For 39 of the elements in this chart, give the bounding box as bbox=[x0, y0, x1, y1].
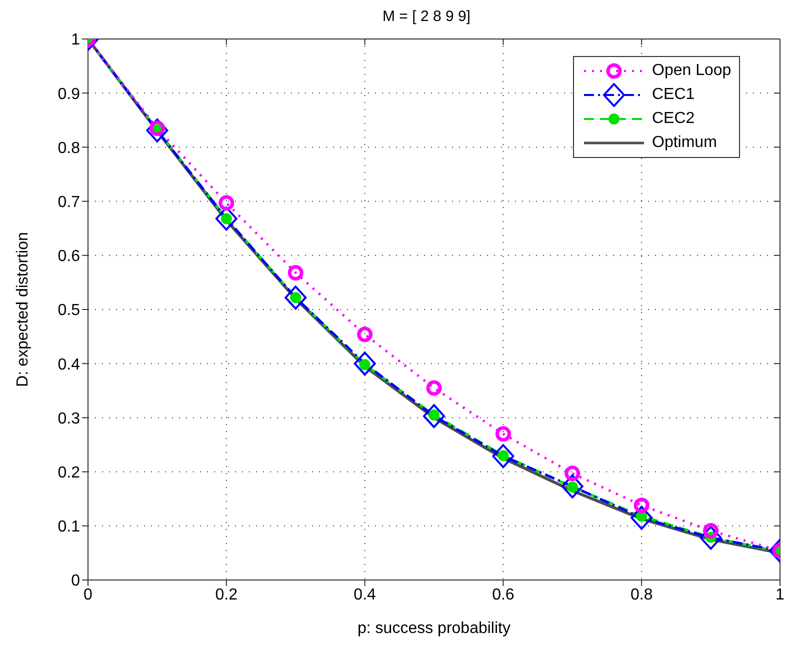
point bbox=[564, 466, 580, 482]
point bbox=[495, 426, 511, 442]
legend-label: Optimum bbox=[652, 134, 717, 152]
y-tick-label: 0 bbox=[71, 572, 80, 590]
y-tick-label: 0.6 bbox=[58, 248, 80, 266]
y-tick-label: 0.4 bbox=[58, 356, 80, 374]
x-tick-label: 0.8 bbox=[630, 586, 653, 604]
y-tick-label: 0.8 bbox=[58, 140, 80, 157]
point bbox=[354, 352, 376, 376]
y-tick-label: 0.2 bbox=[58, 464, 80, 482]
x-tick-label: 0.2 bbox=[215, 586, 238, 604]
x-axis-title: p: success probability bbox=[358, 620, 510, 637]
point bbox=[288, 264, 304, 280]
point bbox=[630, 506, 653, 530]
y-tick-label: 0.9 bbox=[58, 86, 80, 103]
x-tick-label: 0 bbox=[84, 586, 93, 604]
point bbox=[218, 195, 234, 211]
legend-label: CEC1 bbox=[652, 86, 695, 104]
point bbox=[284, 286, 307, 310]
point bbox=[357, 326, 373, 342]
legend-label: Open Loop bbox=[652, 62, 732, 80]
y-tick-label: 0.5 bbox=[58, 302, 80, 320]
point bbox=[492, 444, 514, 468]
x-tick-label: 1 bbox=[776, 586, 785, 604]
point bbox=[700, 526, 722, 550]
x-tick-label: 0.4 bbox=[354, 586, 376, 604]
y-axis-title: D: expected distortion bbox=[14, 232, 32, 387]
y-tick-label: 0.1 bbox=[58, 518, 80, 536]
legend-label: CEC2 bbox=[652, 110, 695, 128]
point bbox=[423, 404, 445, 428]
chart-title: M = [ 2 8 9 9] bbox=[382, 8, 472, 27]
x-tick-label: 0.6 bbox=[492, 586, 514, 604]
point bbox=[561, 474, 584, 498]
point bbox=[634, 498, 650, 514]
y-tick-label: 0.3 bbox=[58, 410, 80, 428]
y-tick-label: 0.7 bbox=[58, 194, 80, 211]
point bbox=[426, 380, 442, 396]
point bbox=[215, 206, 238, 231]
y-tick-label: 1 bbox=[71, 32, 80, 49]
